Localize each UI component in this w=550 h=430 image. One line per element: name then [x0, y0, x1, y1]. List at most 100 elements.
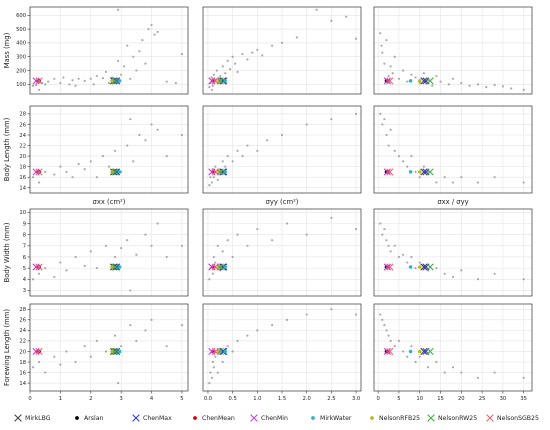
y-tick-label: 16 — [19, 175, 26, 181]
y-tick-label: 9 — [23, 221, 26, 227]
data-point — [221, 360, 224, 364]
y-tick-label: 22 — [19, 143, 26, 149]
y-tick-label: 600 — [16, 13, 26, 19]
data-point — [485, 85, 488, 89]
marker-chenmin — [32, 77, 40, 85]
data-point — [138, 50, 141, 53]
panel-frame — [373, 105, 533, 194]
data-point — [443, 272, 446, 275]
data-point — [241, 52, 244, 56]
data-point — [231, 160, 234, 163]
x-tick-label: 30 — [500, 396, 507, 402]
data-point — [389, 128, 392, 131]
data-point — [493, 83, 496, 87]
legend-entry-chenmean: ChenMean — [193, 415, 235, 422]
y-axis-label: Body Length (mm) — [3, 117, 11, 181]
panel-background — [30, 7, 188, 94]
data-point — [305, 233, 308, 236]
y-tick-label: 3 — [23, 288, 26, 294]
data-point — [451, 181, 455, 184]
data-point — [53, 355, 56, 358]
data-point — [150, 318, 153, 321]
data-point — [406, 355, 409, 358]
data-point — [126, 144, 129, 147]
data-point — [101, 154, 105, 158]
data-point — [510, 87, 513, 90]
data-point — [212, 176, 215, 179]
data-point — [180, 52, 184, 56]
marker-chenmin — [383, 347, 391, 356]
marker-mirkwater — [223, 349, 227, 354]
data-point — [379, 112, 382, 116]
marker-mirklbg — [420, 347, 428, 356]
marker-chenmin — [208, 168, 216, 176]
y-tick-label: 28 — [19, 307, 26, 313]
data-point — [381, 51, 384, 54]
data-point — [397, 77, 401, 80]
data-point — [305, 123, 308, 126]
data-point — [216, 178, 219, 181]
x-tick-label: 5 — [180, 396, 183, 402]
marker-mirkwater — [408, 349, 413, 354]
data-point — [65, 269, 68, 272]
data-point — [435, 181, 438, 184]
data-point — [383, 62, 386, 65]
data-point — [74, 255, 77, 259]
legend-label: NelsonSGB25 — [497, 415, 539, 422]
panel-background — [374, 106, 532, 193]
data-point — [402, 253, 405, 256]
legend-entry-nelsonrw25: NelsonRW25 — [427, 414, 477, 422]
data-point — [126, 44, 129, 47]
data-point — [224, 165, 227, 168]
data-point — [493, 176, 496, 179]
marker-chenmin — [208, 263, 216, 271]
data-point — [165, 255, 168, 259]
data-point — [379, 313, 382, 316]
legend-label: MirkWater — [320, 415, 352, 422]
y-tick-label: 500 — [16, 27, 26, 33]
marker-nelsonrfb25 — [110, 349, 114, 354]
marker-chenmin — [32, 168, 40, 176]
data-point — [141, 39, 144, 42]
data-point — [414, 170, 417, 174]
data-point — [447, 83, 450, 86]
x-axis-label: σxx (cm²) — [93, 198, 126, 206]
legend-label: Arslan — [84, 415, 104, 422]
data-point — [231, 350, 234, 353]
data-point — [71, 79, 74, 82]
data-point — [113, 255, 117, 259]
data-point — [439, 80, 442, 83]
data-point — [476, 278, 480, 281]
data-point — [219, 74, 222, 78]
data-point — [354, 112, 358, 116]
data-point — [379, 222, 382, 225]
data-point — [59, 363, 62, 366]
legend-marker-chenmin — [250, 414, 258, 422]
marker-mirklbg — [420, 77, 428, 85]
data-point — [305, 313, 308, 316]
x-tick-label: 2.0 — [303, 396, 311, 402]
y-tick-label: 14 — [19, 186, 26, 192]
data-point — [285, 318, 289, 321]
marker-nelsonrw25 — [111, 168, 119, 176]
marker-mirklbg — [219, 168, 227, 176]
data-point — [92, 83, 95, 86]
legend-marker-nelsonsgb25 — [486, 414, 494, 422]
data-point — [150, 123, 153, 126]
data-point — [295, 36, 298, 39]
legend-entry-nelsonrfb25: NelsonRFB25 — [370, 415, 420, 422]
data-point — [129, 289, 132, 292]
data-point — [233, 62, 237, 65]
data-point — [113, 334, 117, 337]
data-point — [246, 58, 249, 61]
panel-r3-c2: 0 5 10 15 20 25 30 35 — [373, 303, 533, 402]
data-point — [44, 170, 47, 174]
data-point — [330, 308, 333, 311]
data-point — [212, 73, 215, 76]
marker-mirkwater — [117, 79, 122, 83]
data-point — [381, 233, 384, 236]
data-point — [236, 233, 239, 236]
data-point — [31, 366, 35, 369]
data-point — [402, 350, 405, 353]
data-point — [387, 244, 390, 247]
